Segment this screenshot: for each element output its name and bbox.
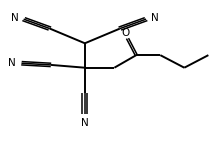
Text: N: N	[11, 13, 18, 23]
Text: N: N	[81, 118, 89, 128]
Text: N: N	[8, 58, 15, 68]
Text: N: N	[151, 13, 159, 23]
Text: O: O	[121, 28, 129, 38]
